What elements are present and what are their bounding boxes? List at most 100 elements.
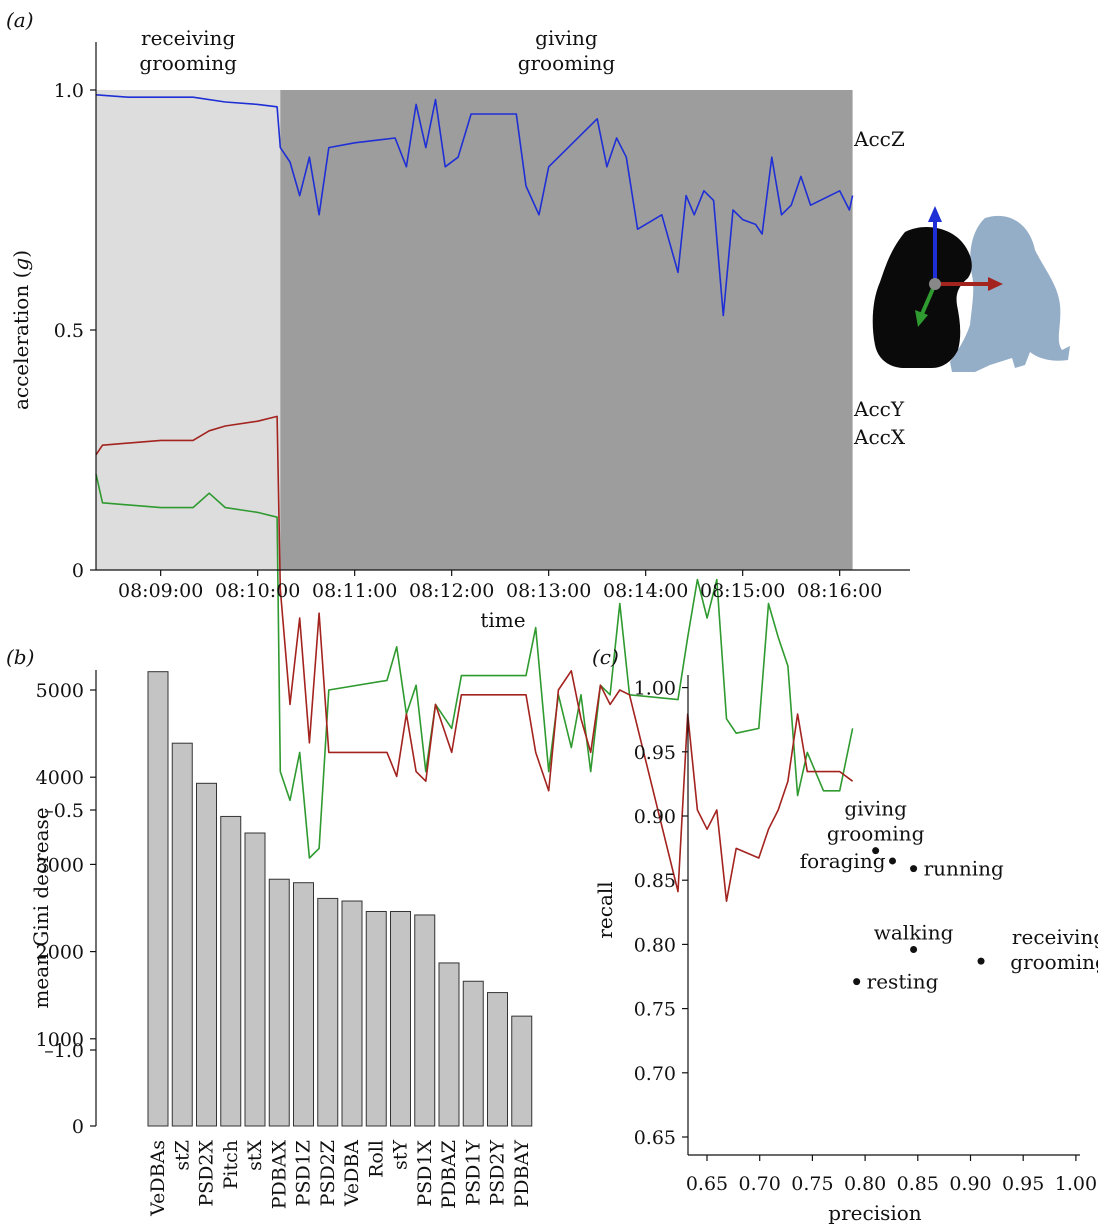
bar-pdbay bbox=[511, 1015, 533, 1127]
panel-b-axes: 0 1000 2000 3000 4000 5000 bbox=[36, 670, 97, 1138]
series-labels: AccZ AccY AccX bbox=[853, 127, 906, 449]
segment-label-giving-grooming: giving grooming bbox=[518, 26, 616, 75]
bar-vedbas bbox=[147, 671, 169, 1127]
bar-pdbaz bbox=[438, 962, 460, 1127]
bar-psd2z bbox=[317, 897, 339, 1127]
point-giving-grooming bbox=[872, 847, 880, 855]
x-tick-label: 08:11:00 bbox=[312, 580, 397, 602]
y-tick-label: 4000 bbox=[36, 767, 84, 789]
series-line-accx bbox=[95, 415, 854, 902]
segment-receiving-grooming bbox=[96, 90, 281, 570]
y-tick-label: 0.80 bbox=[634, 934, 676, 956]
x-tick-label: 08:14:00 bbox=[603, 580, 688, 602]
series-label-accz: AccZ bbox=[853, 127, 905, 151]
x-tick-label: 0.80 bbox=[844, 1173, 886, 1195]
x-tick-label: 0.90 bbox=[949, 1173, 991, 1195]
y-tick-label: 1.0 bbox=[54, 80, 84, 102]
point-label-line: resting bbox=[867, 970, 939, 994]
segment-giving-grooming bbox=[280, 90, 853, 570]
y-tick-label: 0 bbox=[72, 560, 84, 582]
y-axis-arrowhead bbox=[915, 310, 928, 327]
acceleration-series bbox=[95, 94, 854, 902]
y-axis-title-gini: mean Gini decrease bbox=[29, 807, 53, 1008]
y-tick-label: 2000 bbox=[36, 942, 84, 964]
point-label-giving-grooming: giving grooming bbox=[827, 797, 925, 846]
point-label-line: receiving bbox=[1012, 925, 1098, 949]
x-tick-label: 08:16:00 bbox=[797, 580, 882, 602]
y-tick-label: 5000 bbox=[36, 680, 84, 702]
groomer-silhouette bbox=[872, 227, 972, 368]
y-tick-label: 0.95 bbox=[634, 742, 676, 764]
point-receiving-grooming bbox=[977, 957, 985, 965]
y-tick-label: 0 bbox=[72, 1116, 84, 1138]
segment-label-line: receiving bbox=[141, 26, 235, 50]
y-tick-label: 0.70 bbox=[634, 1063, 676, 1085]
point-label-line: running bbox=[924, 857, 1004, 881]
category-label-psd2y: PSD2Y bbox=[487, 1140, 509, 1206]
bar-roll bbox=[365, 910, 387, 1127]
panel-a-axes: 1.0 0.5 0 –0.5 –1.0 08:09:00 08:10:00 08:11:00 0… bbox=[44, 42, 910, 1062]
panel-b-label: (b) bbox=[6, 645, 34, 669]
point-label-resting: resting bbox=[867, 970, 939, 994]
series-label-accy: AccY bbox=[853, 397, 905, 421]
point-label-walking: walking bbox=[874, 921, 954, 945]
category-label-vedbas: VeDBAs bbox=[147, 1140, 169, 1217]
category-label-roll: Roll bbox=[365, 1140, 387, 1178]
x-tick-label: 0.85 bbox=[897, 1173, 939, 1195]
category-label-pdbay: PDBAY bbox=[511, 1140, 533, 1208]
chimpanzee-grooming-illustration bbox=[872, 206, 1070, 372]
point-label-line: walking bbox=[874, 921, 954, 945]
x-tick-label: 08:10:00 bbox=[215, 580, 300, 602]
point-label-line: foraging bbox=[800, 849, 886, 873]
x-tick-label: 0.75 bbox=[791, 1173, 833, 1195]
x-tick-label: 08:13:00 bbox=[506, 580, 591, 602]
point-foraging bbox=[889, 857, 897, 865]
x-tick-label: 0.65 bbox=[686, 1173, 728, 1195]
x-tick-label: 0.70 bbox=[739, 1173, 781, 1195]
category-label-psd1z: PSD1Z bbox=[293, 1140, 315, 1206]
y-axis-title-acceleration: acceleration (g) bbox=[9, 250, 33, 410]
x-axis-arrowhead bbox=[988, 277, 1003, 291]
y-tick-label: 0.75 bbox=[634, 999, 676, 1021]
y-axis-title-recall: recall bbox=[593, 881, 617, 938]
bar-psd1z bbox=[293, 882, 314, 1127]
category-label-sty: stY bbox=[390, 1140, 412, 1170]
category-label-psd1y: PSD1Y bbox=[462, 1140, 484, 1206]
point-running bbox=[910, 865, 918, 873]
point-label-running: running bbox=[924, 857, 1004, 881]
gini-bars: VeDBAs stZ PSD2X Pitch stX PDBAX PSD1Z PSD2Z VeD… bbox=[147, 671, 533, 1217]
series-line-accz bbox=[95, 94, 854, 317]
point-label-line: grooming bbox=[827, 822, 925, 846]
segment-label-line: grooming bbox=[518, 51, 616, 75]
category-label-psd1x: PSD1X bbox=[414, 1140, 436, 1207]
panel-c-axes: 0.65 0.70 0.75 0.80 0.85 0.90 0.95 1.00 0.65 0.70… bbox=[634, 675, 1097, 1195]
bar-sty bbox=[390, 910, 411, 1127]
x-axis-title-precision: precision bbox=[828, 1201, 921, 1225]
panel-c-scatter-chart: (c) 0.650.700.750.800.850.900.951.000.65… bbox=[592, 645, 1098, 1225]
category-label-pdbax: PDBAX bbox=[268, 1140, 290, 1210]
x-tick-label: 08:15:00 bbox=[700, 580, 785, 602]
x-tick-label: 0.95 bbox=[1002, 1173, 1044, 1195]
y-tick-label: 0.90 bbox=[634, 806, 676, 828]
point-label-line: giving bbox=[844, 797, 907, 821]
series-label-accx: AccX bbox=[853, 425, 906, 449]
category-label-psd2z: PSD2Z bbox=[317, 1140, 339, 1206]
panel-b-bar-chart: (b) VeDBAs stZ PSD2X Pitch stX PDBAX PSD1Z PSD2… bbox=[6, 645, 533, 1217]
sensor-origin bbox=[929, 278, 941, 290]
bar-psd1y bbox=[462, 980, 484, 1127]
bar-stz bbox=[171, 742, 193, 1127]
x-tick-label: 08:09:00 bbox=[118, 580, 203, 602]
point-label-line: grooming bbox=[1010, 950, 1098, 974]
category-label-pitch: Pitch bbox=[220, 1140, 242, 1189]
point-resting bbox=[853, 978, 861, 986]
x-axis-title-time: time bbox=[480, 608, 525, 632]
y-tick-label: 0.65 bbox=[634, 1127, 676, 1149]
category-label-psd2x: PSD2X bbox=[196, 1140, 218, 1207]
point-walking bbox=[910, 946, 918, 954]
series-line-accy bbox=[95, 473, 854, 859]
panel-c-label: (c) bbox=[592, 645, 619, 669]
